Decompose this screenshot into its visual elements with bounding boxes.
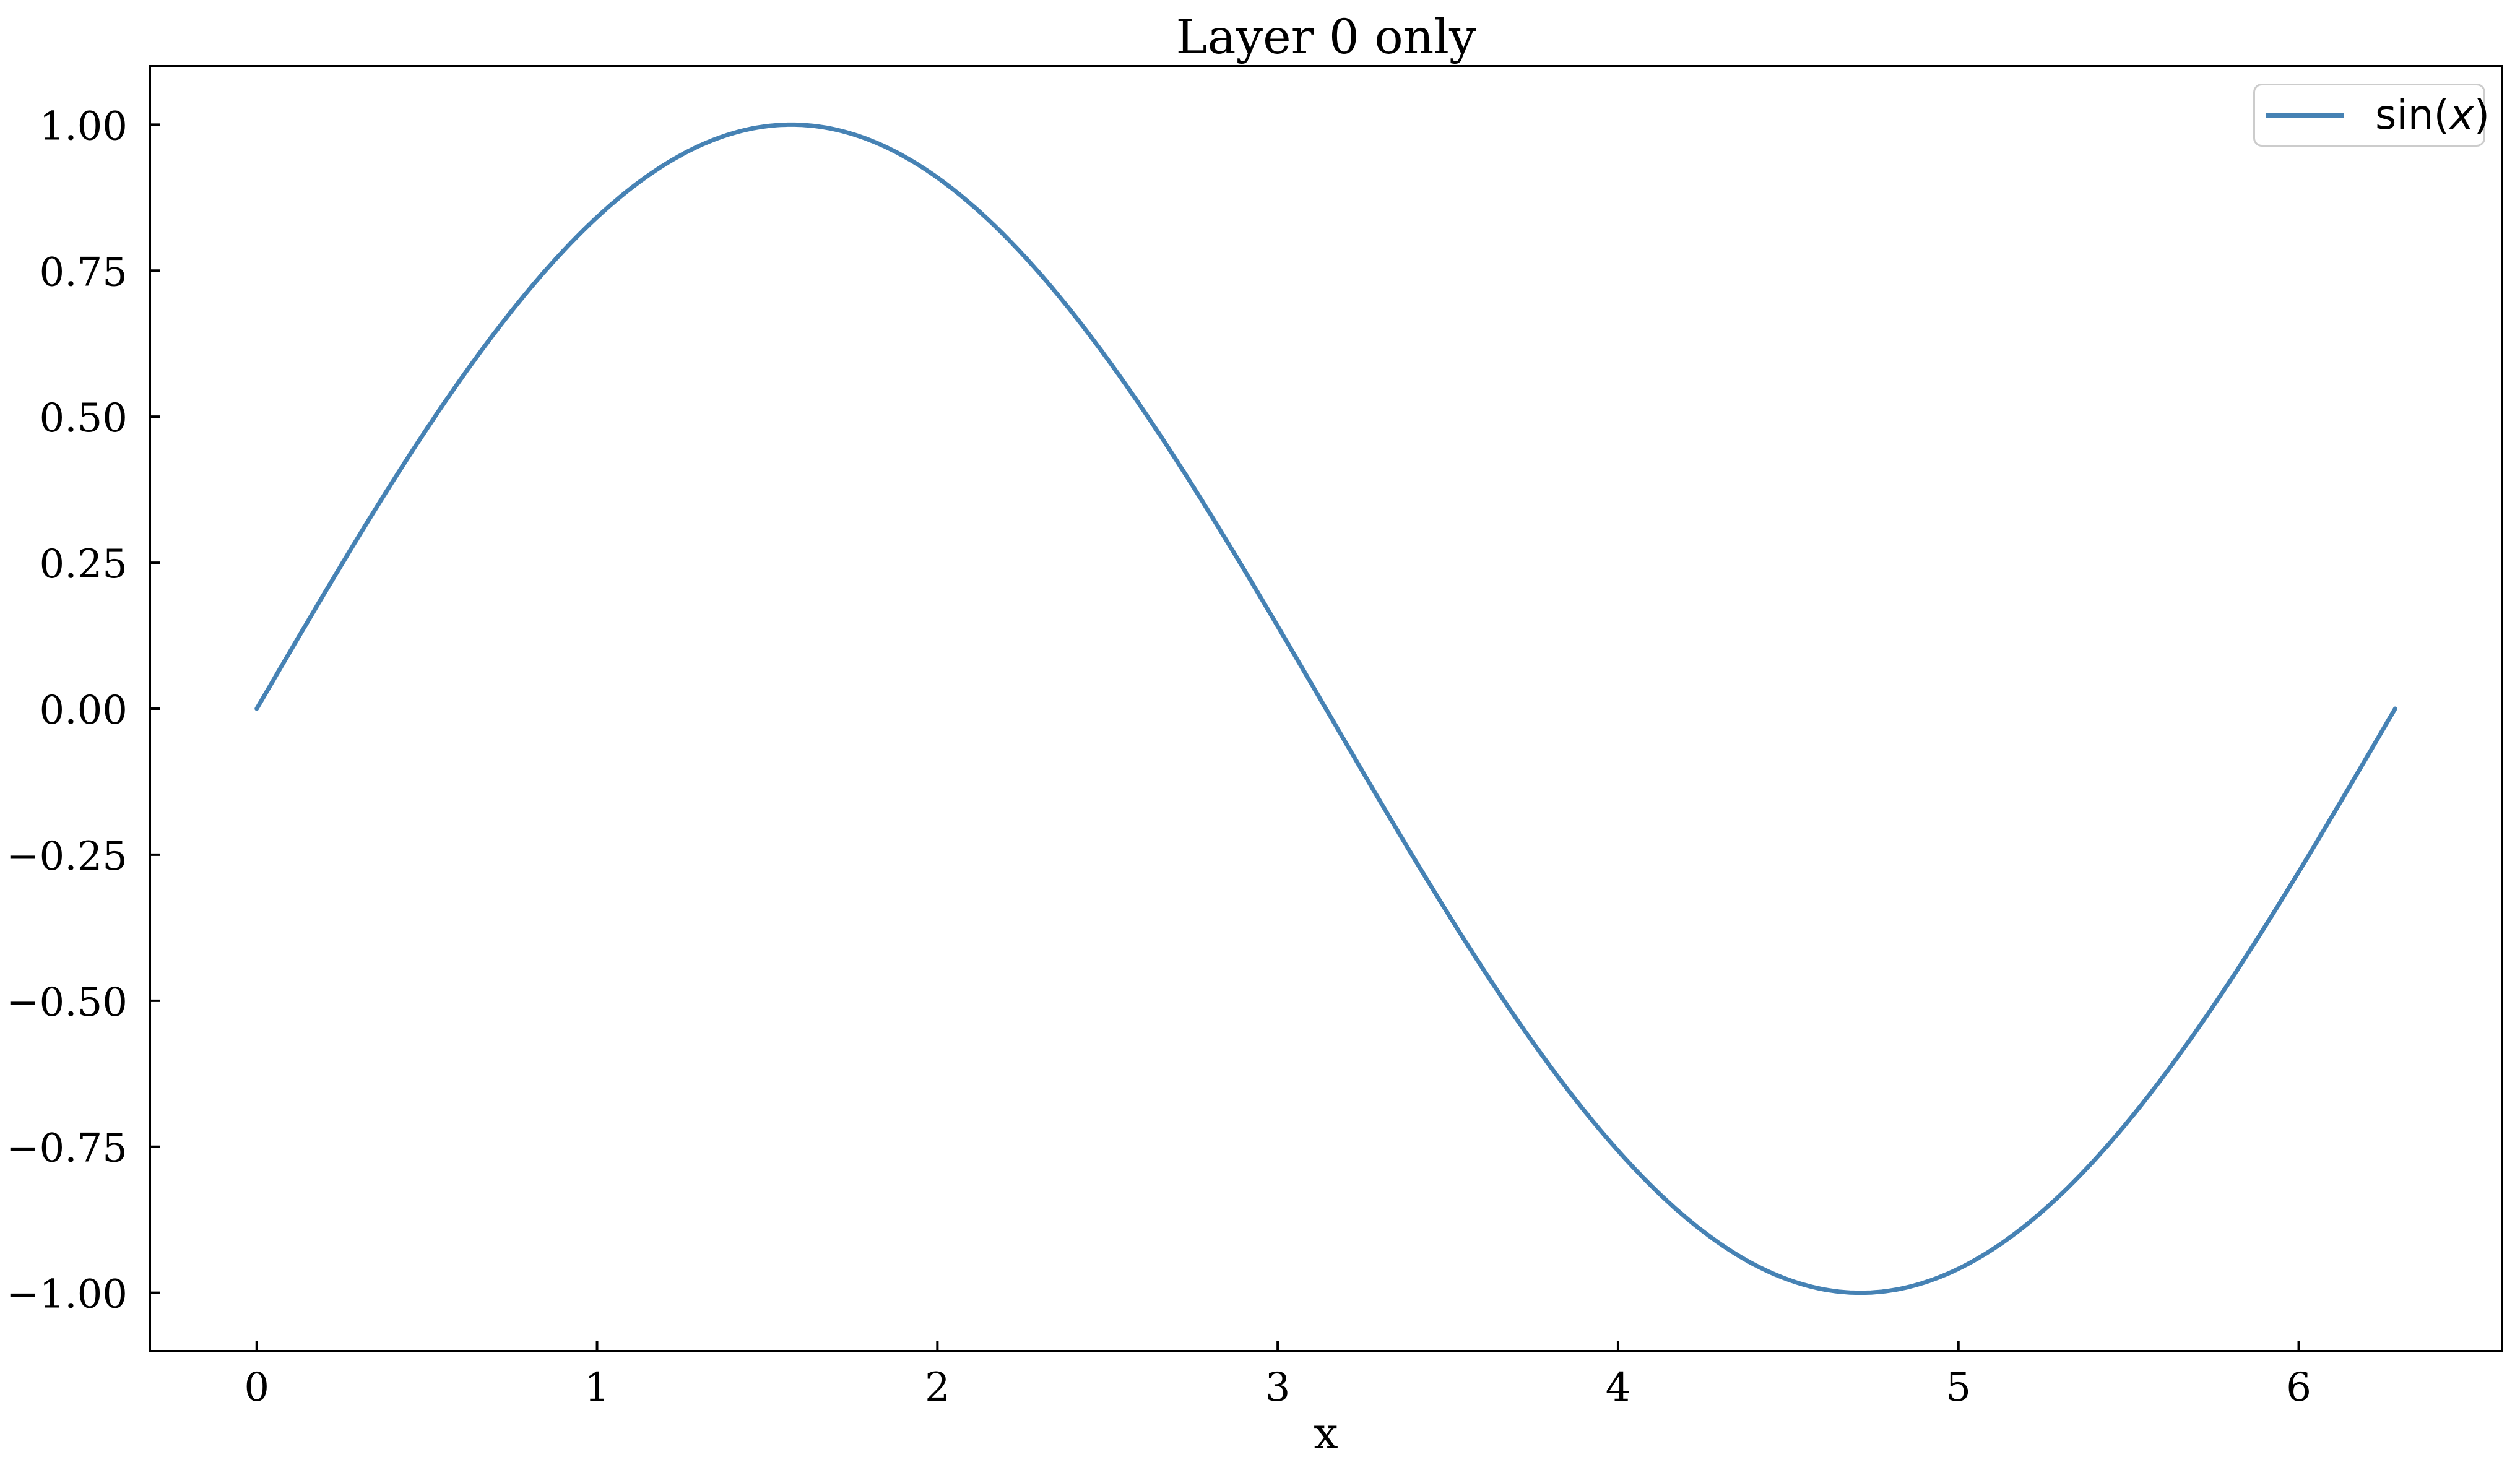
y-tick-label: −1.00	[6, 1272, 128, 1318]
y-tick-label: −0.25	[6, 834, 128, 880]
x-tick-label: 5	[1946, 1365, 1971, 1411]
legend: sin(x)	[2253, 84, 2490, 147]
y-tick-label: 0.75	[40, 249, 128, 295]
y-tick-label: 0.00	[40, 688, 128, 733]
chart-title: Layer 0 only	[1176, 10, 1476, 65]
legend-label-prefix: sin(	[2375, 91, 2450, 139]
x-tick-label: 1	[584, 1365, 610, 1411]
y-tick-label: −0.75	[6, 1126, 128, 1172]
sine-curve	[254, 122, 2397, 1295]
legend-label: sin(x)	[2375, 95, 2490, 136]
x-tick-label: 0	[244, 1365, 269, 1411]
y-tick-label: −0.50	[6, 980, 128, 1026]
x-tick-label: 6	[2286, 1365, 2311, 1411]
x-tick-label: 3	[1265, 1365, 1291, 1411]
legend-label-suffix: )	[2474, 91, 2490, 139]
x-tick-label: 2	[925, 1365, 950, 1411]
x-tick-label: 4	[1606, 1365, 1631, 1411]
legend-label-var: x	[2449, 91, 2474, 139]
y-tick-label: 0.50	[40, 396, 128, 441]
y-tick-label: 1.00	[40, 103, 128, 149]
legend-line-sample	[2266, 113, 2344, 118]
y-tick-label: 0.25	[40, 542, 128, 587]
x-axis-label: x	[1314, 1408, 1338, 1459]
